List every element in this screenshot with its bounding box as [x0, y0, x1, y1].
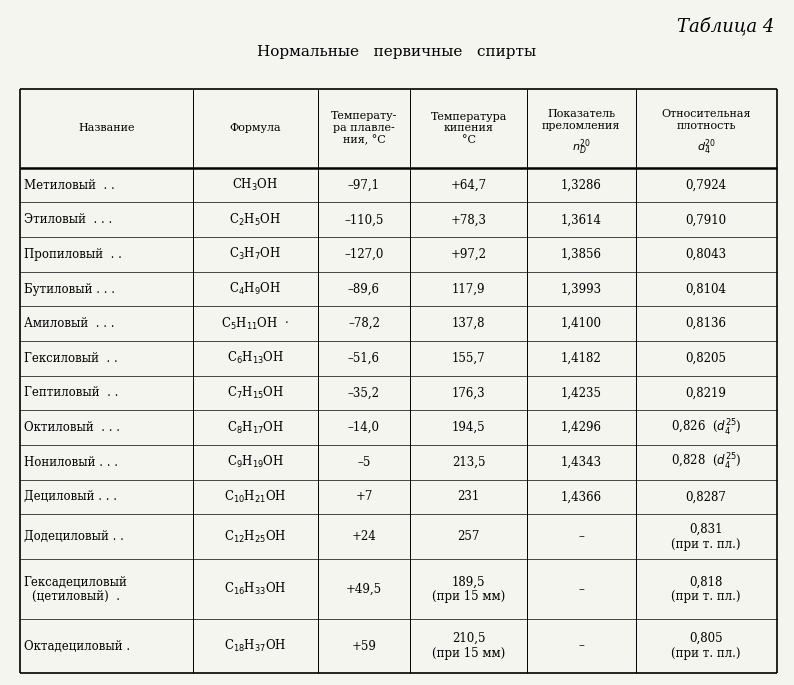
Text: 231: 231: [457, 490, 480, 503]
Text: 1,4182: 1,4182: [561, 352, 602, 365]
Text: –110,5: –110,5: [345, 213, 384, 226]
Text: 0,8043: 0,8043: [685, 248, 727, 261]
Text: Нониловый . . .: Нониловый . . .: [24, 456, 118, 469]
Text: +24: +24: [352, 530, 376, 543]
Text: 0,7910: 0,7910: [685, 213, 727, 226]
Text: 1,4235: 1,4235: [561, 386, 602, 399]
Text: –51,6: –51,6: [348, 352, 380, 365]
Text: C$_8$H$_{17}$OH: C$_8$H$_{17}$OH: [227, 419, 284, 436]
Text: 0,8136: 0,8136: [685, 317, 727, 330]
Text: –89,6: –89,6: [348, 282, 380, 295]
Text: –14,0: –14,0: [348, 421, 380, 434]
Text: 0,8104: 0,8104: [685, 282, 727, 295]
Text: 1,3614: 1,3614: [561, 213, 602, 226]
Text: 194,5: 194,5: [452, 421, 485, 434]
Text: 0,826  ($d_4^{25}$): 0,826 ($d_4^{25}$): [671, 418, 742, 438]
Text: C$_{10}$H$_{21}$OH: C$_{10}$H$_{21}$OH: [224, 489, 287, 505]
Text: C$_{16}$H$_{33}$OH: C$_{16}$H$_{33}$OH: [224, 582, 287, 597]
Text: 1,4366: 1,4366: [561, 490, 602, 503]
Text: C$_{18}$H$_{37}$OH: C$_{18}$H$_{37}$OH: [224, 638, 287, 654]
Text: Формула: Формула: [229, 123, 281, 134]
Text: Название: Название: [78, 123, 135, 134]
Text: C$_{12}$H$_{25}$OH: C$_{12}$H$_{25}$OH: [224, 529, 287, 545]
Text: Температу-
ра плавле-
ния, °С: Температу- ра плавле- ния, °С: [331, 112, 397, 145]
Text: –35,2: –35,2: [348, 386, 380, 399]
Text: 213,5: 213,5: [452, 456, 485, 469]
Text: +59: +59: [352, 640, 376, 653]
Text: Гексиловый  . .: Гексиловый . .: [24, 352, 118, 365]
Text: 176,3: 176,3: [452, 386, 485, 399]
Text: +64,7: +64,7: [450, 179, 487, 192]
Text: –: –: [578, 640, 584, 653]
Text: Дециловый . . .: Дециловый . . .: [24, 490, 117, 503]
Text: $d_4^{20}$: $d_4^{20}$: [696, 138, 715, 158]
Text: +97,2: +97,2: [451, 248, 487, 261]
Text: 0,8287: 0,8287: [686, 490, 727, 503]
Text: $n_D^{20}$: $n_D^{20}$: [572, 138, 591, 158]
Text: 1,4343: 1,4343: [561, 456, 602, 469]
Text: 0,805
(при т. пл.): 0,805 (при т. пл.): [672, 632, 741, 660]
Text: C$_3$H$_7$OH: C$_3$H$_7$OH: [229, 247, 281, 262]
Text: 0,8219: 0,8219: [686, 386, 727, 399]
Text: Этиловый  . . .: Этиловый . . .: [24, 213, 112, 226]
Text: 1,3286: 1,3286: [561, 179, 602, 192]
Text: Бутиловый . . .: Бутиловый . . .: [24, 282, 115, 295]
Text: –97,1: –97,1: [348, 179, 380, 192]
Text: C$_6$H$_{13}$OH: C$_6$H$_{13}$OH: [227, 350, 284, 366]
Text: Амиловый  . . .: Амиловый . . .: [24, 317, 114, 330]
Text: –5: –5: [357, 456, 371, 469]
Text: 0,818
(при т. пл.): 0,818 (при т. пл.): [672, 575, 741, 603]
Text: 0,7924: 0,7924: [685, 179, 727, 192]
Text: 1,4100: 1,4100: [561, 317, 602, 330]
Text: 117,9: 117,9: [452, 282, 485, 295]
Text: 257: 257: [457, 530, 480, 543]
Text: Октадециловый .: Октадециловый .: [24, 640, 130, 653]
Text: +49,5: +49,5: [346, 583, 382, 596]
Text: 0,828  ($d_4^{25}$): 0,828 ($d_4^{25}$): [671, 452, 742, 472]
Text: Показатель
преломления: Показатель преломления: [542, 110, 621, 131]
Text: Нормальные   первичные   спирты: Нормальные первичные спирты: [257, 45, 537, 58]
Text: 0,831
(при т. пл.): 0,831 (при т. пл.): [672, 523, 741, 551]
Text: +78,3: +78,3: [451, 213, 487, 226]
Text: CH$_3$OH: CH$_3$OH: [232, 177, 279, 193]
Text: C$_9$H$_{19}$OH: C$_9$H$_{19}$OH: [227, 454, 284, 471]
Text: Относительная
плотность: Относительная плотность: [661, 110, 751, 131]
Text: Метиловый  . .: Метиловый . .: [24, 179, 114, 192]
Text: –78,2: –78,2: [348, 317, 380, 330]
Text: –: –: [578, 530, 584, 543]
Text: Пропиловый  . .: Пропиловый . .: [24, 248, 121, 261]
Text: Додециловый . .: Додециловый . .: [24, 530, 124, 543]
Text: 137,8: 137,8: [452, 317, 485, 330]
Text: 155,7: 155,7: [452, 352, 485, 365]
Text: –127,0: –127,0: [345, 248, 384, 261]
Text: 1,3993: 1,3993: [561, 282, 602, 295]
Text: Температура
кипения
°С: Температура кипения °С: [430, 112, 507, 145]
Text: Таблица 4: Таблица 4: [676, 17, 774, 36]
Text: 1,3856: 1,3856: [561, 248, 602, 261]
Text: –: –: [578, 583, 584, 596]
Text: 0,8205: 0,8205: [685, 352, 727, 365]
Text: C$_5$H$_{11}$OH  ·: C$_5$H$_{11}$OH ·: [222, 316, 289, 332]
Text: Октиловый  . . .: Октиловый . . .: [24, 421, 120, 434]
Text: 189,5
(при 15 мм): 189,5 (при 15 мм): [432, 575, 505, 603]
Text: C$_2$H$_5$OH: C$_2$H$_5$OH: [229, 212, 281, 228]
Text: Гептиловый  . .: Гептиловый . .: [24, 386, 118, 399]
Text: 1,4296: 1,4296: [561, 421, 602, 434]
Text: C$_4$H$_9$OH: C$_4$H$_9$OH: [229, 281, 281, 297]
Text: C$_7$H$_{15}$OH: C$_7$H$_{15}$OH: [227, 385, 284, 401]
Text: +7: +7: [355, 490, 372, 503]
Text: 210,5
(при 15 мм): 210,5 (при 15 мм): [432, 632, 505, 660]
Text: Гексадециловый
(цетиловый)  .: Гексадециловый (цетиловый) .: [24, 575, 128, 603]
